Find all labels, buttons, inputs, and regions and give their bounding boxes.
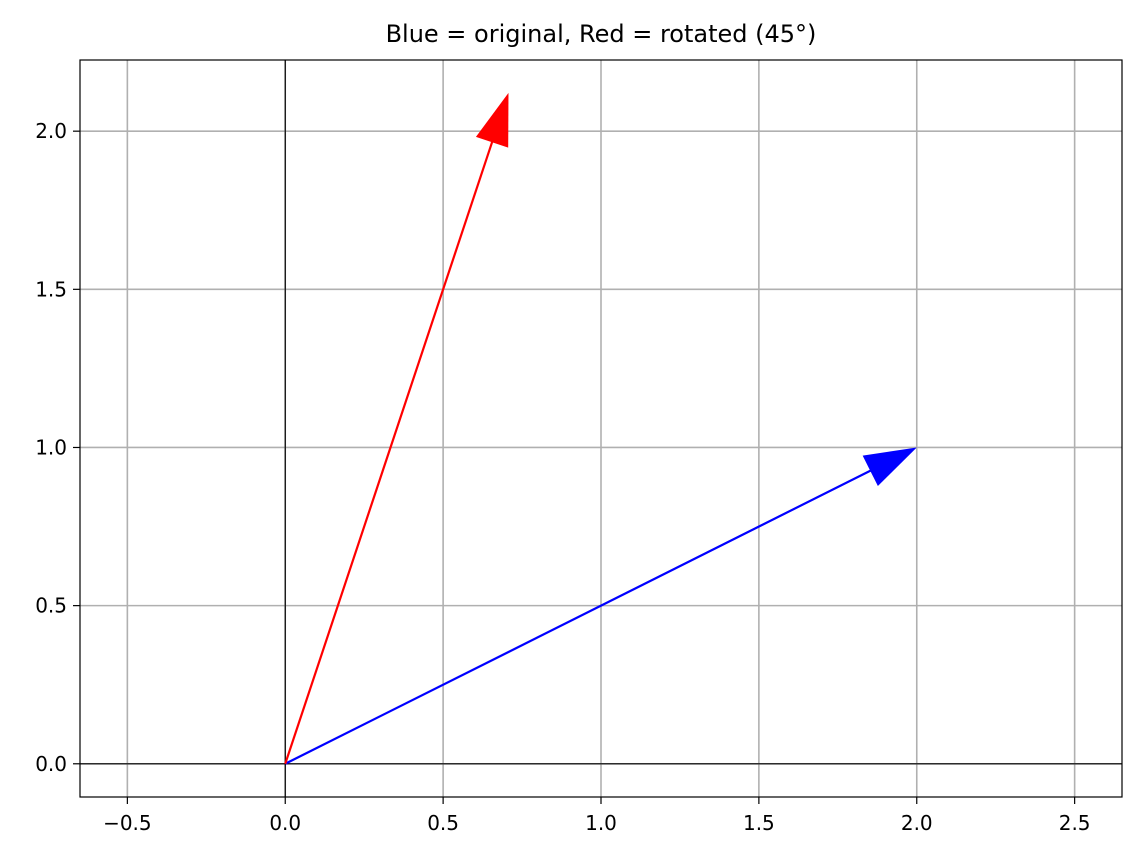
chart-title: Blue = original, Red = rotated (45°) <box>386 20 817 48</box>
x-tick-label: 2.0 <box>901 811 933 835</box>
grid-layer <box>80 60 1122 797</box>
vector-layer <box>284 92 917 765</box>
x-tick-label: 1.0 <box>585 811 617 835</box>
y-tick-label: 0.5 <box>35 594 67 618</box>
x-tick-label: 2.5 <box>1059 811 1091 835</box>
tick-layer: −0.5 0.0 0.5 1.0 1.5 2.0 2.5 0.0 0.5 1.0 1.5 2.0 <box>35 119 1090 835</box>
x-tick-label: −0.5 <box>103 811 152 835</box>
y-tick-label: 2.0 <box>35 119 67 143</box>
x-tick-label: 0.0 <box>269 811 301 835</box>
y-tick-label: 0.0 <box>35 752 67 776</box>
y-tick-label: 1.5 <box>35 277 67 301</box>
x-tick-label: 0.5 <box>427 811 459 835</box>
vector-shaft-0 <box>284 468 873 765</box>
x-tick-label: 1.5 <box>743 811 775 835</box>
reference-lines <box>80 60 1122 797</box>
y-tick-label: 1.0 <box>35 435 67 459</box>
vector-head-1 <box>475 92 509 148</box>
vector-head-0 <box>862 447 917 486</box>
vector-shaft-1 <box>284 139 494 765</box>
